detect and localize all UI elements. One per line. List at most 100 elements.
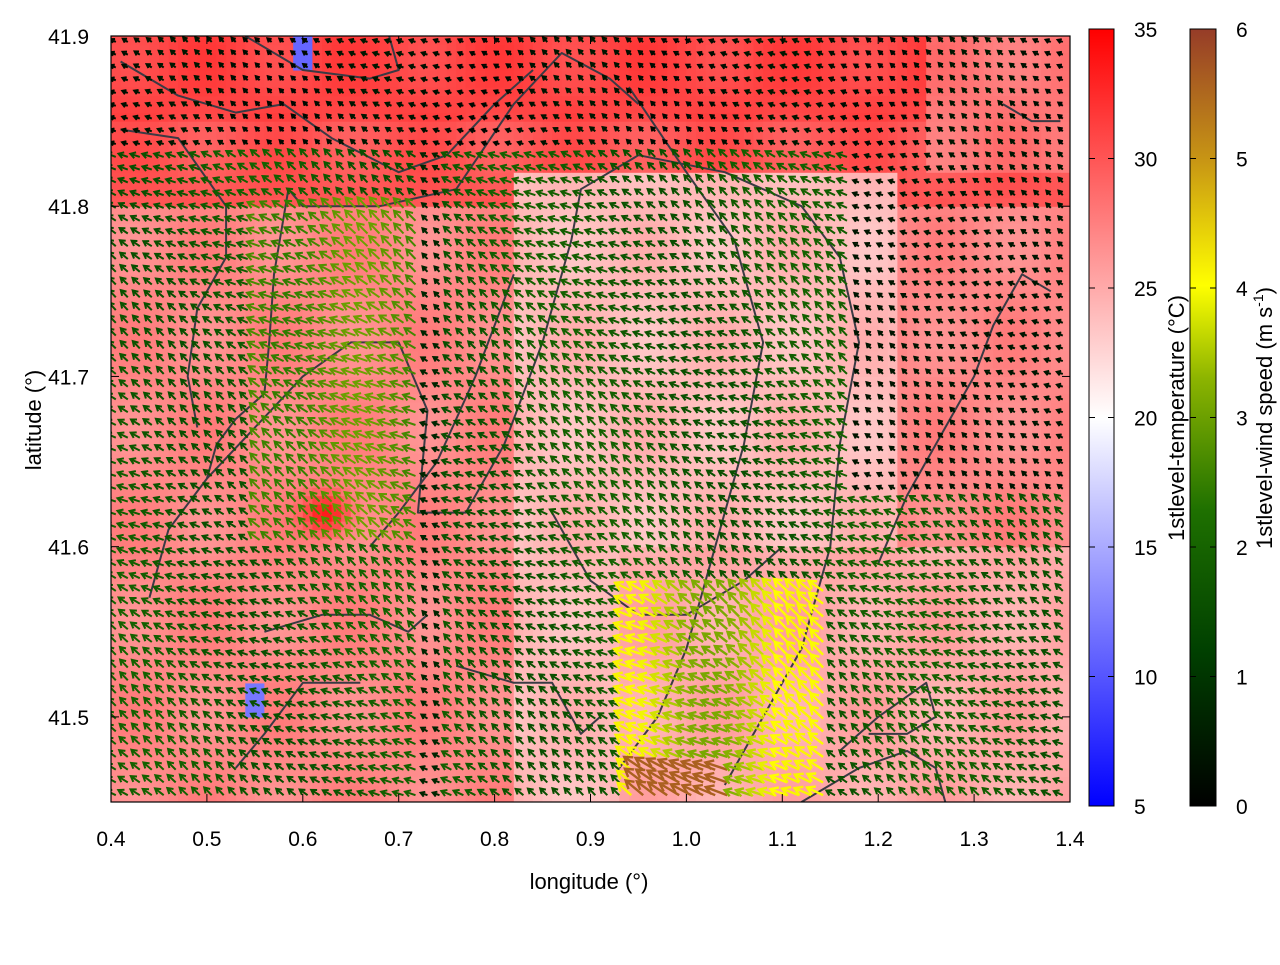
heat-cell — [130, 665, 141, 675]
heat-cell — [628, 53, 640, 63]
heat-cell — [437, 240, 448, 250]
heat-cell — [178, 104, 189, 114]
heat-cell — [111, 716, 122, 726]
heat-cell — [389, 461, 400, 471]
heat-cell — [494, 44, 505, 54]
heat-cell — [197, 129, 208, 139]
heat-cell — [628, 78, 640, 88]
heat-cell — [609, 189, 620, 199]
heat-cell — [197, 112, 208, 122]
heat-cell — [245, 419, 256, 429]
heat-cell — [580, 674, 592, 684]
heat-cell — [302, 257, 313, 267]
heat-cell — [274, 572, 285, 582]
heat-cell — [254, 299, 266, 309]
heat-cell — [216, 146, 227, 156]
heat-cell — [600, 223, 611, 233]
heat-cell — [322, 214, 333, 224]
heat-cell — [274, 538, 285, 548]
heat-cell — [254, 682, 266, 692]
heat-cell — [312, 742, 323, 752]
heat-cell — [274, 61, 285, 71]
heat-cell — [254, 648, 266, 658]
heat-cell — [235, 614, 246, 624]
heat-cell — [389, 282, 400, 292]
heat-cell — [130, 129, 141, 139]
heat-cell — [369, 487, 381, 497]
heat-cell — [111, 299, 122, 309]
heat-cell — [350, 665, 361, 675]
heat-cell — [149, 682, 160, 692]
heat-cell — [389, 742, 400, 752]
heat-cell — [638, 674, 649, 684]
heat-cell — [264, 580, 275, 590]
heat-cell — [437, 112, 448, 122]
heat-cell — [580, 785, 592, 795]
heat-cell — [408, 504, 419, 514]
heat-cell — [638, 538, 649, 548]
heat-cell — [111, 138, 122, 148]
heat-cell — [360, 78, 371, 88]
heat-cell — [369, 70, 381, 80]
heat-cell — [542, 291, 553, 301]
heat-cell — [446, 214, 457, 224]
heat-cell — [609, 665, 620, 675]
heat-cell — [542, 555, 553, 565]
heat-cell — [274, 793, 285, 802]
heat-cell — [369, 470, 381, 480]
heat-cell — [283, 180, 294, 190]
heat-cell — [369, 121, 381, 131]
heat-cell — [427, 742, 438, 752]
heat-cell — [168, 793, 179, 802]
heat-cell — [149, 138, 160, 148]
heat-cell — [437, 44, 448, 54]
heat-cell — [533, 410, 544, 420]
heat-cell — [111, 70, 122, 80]
heat-cell — [417, 529, 429, 539]
heat-cell — [149, 699, 160, 709]
heat-cell — [533, 333, 544, 343]
heat-cell — [600, 733, 611, 743]
heat-cell — [130, 316, 141, 326]
heat-cell — [437, 793, 448, 802]
heat-cell — [130, 197, 141, 207]
heat-cell — [245, 589, 256, 599]
heat-cell — [552, 631, 563, 641]
heat-cell — [293, 61, 304, 71]
heat-cell — [475, 742, 486, 752]
heat-cell — [417, 359, 429, 369]
heat-cell — [446, 614, 457, 624]
heat-cell — [130, 342, 141, 352]
heat-cell — [226, 53, 237, 63]
heat-cell — [264, 555, 275, 565]
heat-cell — [197, 495, 208, 505]
heat-cell — [437, 393, 448, 403]
heat-cell — [302, 640, 313, 650]
heat-cell — [485, 461, 496, 471]
heat-cell — [446, 699, 457, 709]
heat-cell — [149, 240, 160, 250]
heat-cell — [245, 70, 256, 80]
heat-cell — [197, 410, 208, 420]
heat-cell — [216, 385, 227, 395]
heat-cell — [561, 614, 572, 624]
heat-cell — [111, 214, 122, 224]
heat-cell — [245, 95, 256, 105]
heat-cell — [379, 436, 390, 446]
heat-cell — [312, 631, 323, 641]
heat-cell — [619, 691, 630, 701]
heat-cell — [600, 512, 611, 522]
heat-cell — [600, 172, 611, 182]
heat-cell — [446, 759, 457, 769]
heat-cell — [523, 112, 534, 122]
heat-cell — [226, 768, 237, 778]
heat-cell — [446, 282, 457, 292]
heat-cell — [542, 376, 553, 386]
heat-cell — [111, 189, 122, 199]
heat-cell — [159, 487, 170, 497]
heat-cell — [609, 248, 620, 258]
heat-cell — [245, 768, 256, 778]
heat-cell — [264, 410, 275, 420]
heat-cell — [120, 197, 131, 207]
heat-cell — [312, 359, 323, 369]
